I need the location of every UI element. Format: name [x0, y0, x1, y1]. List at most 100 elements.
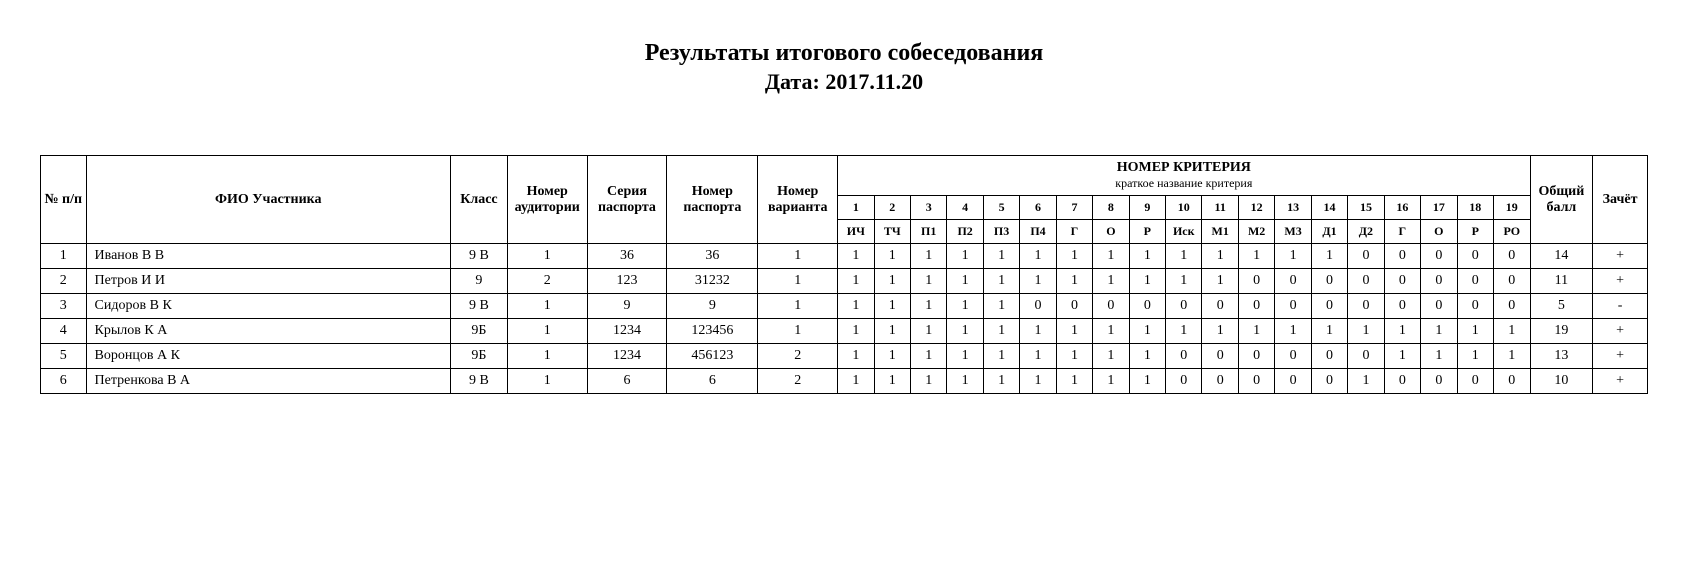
cell: 1: [507, 344, 587, 369]
cell: 5: [41, 344, 87, 369]
cell: 0: [1275, 344, 1311, 369]
cell: 9Б: [450, 344, 507, 369]
cell: 11: [1530, 269, 1593, 294]
cell: 1: [1129, 344, 1165, 369]
col-class: Класс: [450, 156, 507, 244]
criteria-title: НОМЕР КРИТЕРИЯ: [840, 160, 1527, 176]
cell: 1: [838, 369, 874, 394]
cell: 1: [1311, 244, 1347, 269]
cell: 1: [910, 319, 946, 344]
col-fio: ФИО Участника: [86, 156, 450, 244]
criteria-label: Д1: [1311, 220, 1347, 244]
cell: +: [1593, 369, 1648, 394]
cell: 0: [1421, 369, 1457, 394]
cell: 1: [1056, 244, 1092, 269]
cell: 0: [1275, 369, 1311, 394]
cell: 1: [1093, 344, 1129, 369]
cell: 1: [838, 294, 874, 319]
criteria-label: М2: [1238, 220, 1274, 244]
cell: 1: [983, 344, 1019, 369]
cell: 1: [507, 369, 587, 394]
cell: 6: [41, 369, 87, 394]
cell: 1: [1166, 269, 1202, 294]
cell: 0: [1348, 344, 1384, 369]
cell: 1: [1166, 244, 1202, 269]
cell: 9: [450, 269, 507, 294]
col-total: Общий балл: [1530, 156, 1593, 244]
cell: 0: [1311, 269, 1347, 294]
cell: 1: [1129, 244, 1165, 269]
cell: 9Б: [450, 319, 507, 344]
cell: 1: [758, 294, 838, 319]
cell: Воронцов А К: [86, 344, 450, 369]
cell: 1: [1493, 319, 1530, 344]
cell: 1: [983, 319, 1019, 344]
cell: 0: [1238, 344, 1274, 369]
criteria-label: М1: [1202, 220, 1238, 244]
cell: 0: [1238, 294, 1274, 319]
cell: 3: [41, 294, 87, 319]
cell: 0: [1421, 244, 1457, 269]
col-pass: Зачёт: [1593, 156, 1648, 244]
cell: +: [1593, 344, 1648, 369]
cell: 1: [947, 294, 983, 319]
cell: 1: [1056, 269, 1092, 294]
cell: 1: [1093, 319, 1129, 344]
criteria-label: ИЧ: [838, 220, 874, 244]
cell: 0: [1020, 294, 1056, 319]
cell: 1: [758, 269, 838, 294]
cell: 2: [507, 269, 587, 294]
cell: 1: [983, 244, 1019, 269]
page-subtitle: Дата: 2017.11.20: [40, 69, 1648, 95]
cell: 0: [1311, 369, 1347, 394]
cell: 1: [1457, 344, 1493, 369]
cell: 9 В: [450, 244, 507, 269]
criteria-number: 11: [1202, 196, 1238, 220]
col-variant: Номер варианта: [758, 156, 838, 244]
criteria-number: 8: [1093, 196, 1129, 220]
cell: 0: [1166, 344, 1202, 369]
criteria-number: 13: [1275, 196, 1311, 220]
cell: 1: [1020, 319, 1056, 344]
criteria-number: 6: [1020, 196, 1056, 220]
table-row: 4Крылов К А9Б112341234561111111111111111…: [41, 319, 1648, 344]
cell: 1: [1020, 344, 1056, 369]
cell: 0: [1056, 294, 1092, 319]
cell: 0: [1238, 269, 1274, 294]
criteria-label: Д2: [1348, 220, 1384, 244]
cell: 1: [838, 319, 874, 344]
cell: 1: [983, 269, 1019, 294]
cell: 0: [1129, 294, 1165, 319]
cell: 1: [874, 319, 910, 344]
criteria-number: 14: [1311, 196, 1347, 220]
cell: 1: [507, 244, 587, 269]
cell: 19: [1530, 319, 1593, 344]
criteria-label: Г: [1056, 220, 1092, 244]
cell: 1234: [587, 344, 667, 369]
cell: 456123: [667, 344, 758, 369]
cell: 9: [667, 294, 758, 319]
table-row: 3Сидоров В К9 В199111111000000000000005-: [41, 294, 1648, 319]
criteria-label: РО: [1493, 220, 1530, 244]
col-audience: Номер аудитории: [507, 156, 587, 244]
cell: 1: [1202, 269, 1238, 294]
cell: -: [1593, 294, 1648, 319]
cell: 1: [874, 244, 910, 269]
criteria-label: О: [1421, 220, 1457, 244]
cell: 1: [910, 344, 946, 369]
criteria-label: Г: [1384, 220, 1420, 244]
cell: 0: [1457, 369, 1493, 394]
criteria-subtitle: краткое название критерия: [840, 176, 1527, 191]
cell: 0: [1311, 344, 1347, 369]
cell: 0: [1457, 244, 1493, 269]
cell: 1: [947, 344, 983, 369]
cell: 0: [1493, 369, 1530, 394]
cell: 13: [1530, 344, 1593, 369]
cell: 0: [1275, 269, 1311, 294]
criteria-number: 3: [910, 196, 946, 220]
cell: 1: [910, 294, 946, 319]
criteria-label: П4: [1020, 220, 1056, 244]
cell: 1: [947, 369, 983, 394]
cell: 1: [1166, 319, 1202, 344]
col-criteria-header: НОМЕР КРИТЕРИЯ краткое название критерия: [838, 156, 1530, 196]
